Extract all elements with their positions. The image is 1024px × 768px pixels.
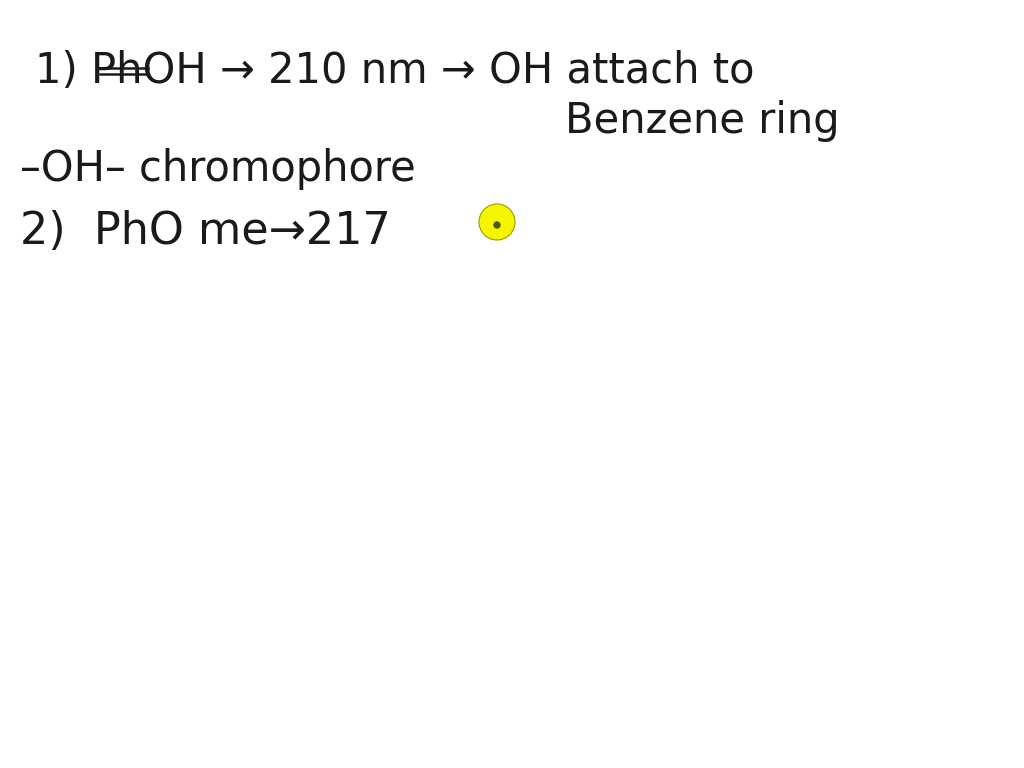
Circle shape xyxy=(479,204,515,240)
Circle shape xyxy=(494,222,500,228)
Text: –OH– chromophore: –OH– chromophore xyxy=(20,148,416,190)
Text: 2)  PhO me→217: 2) PhO me→217 xyxy=(20,210,391,253)
Text: 1) PhOH → 210 nm → OH attach to: 1) PhOH → 210 nm → OH attach to xyxy=(35,50,755,92)
Text: Benzene ring: Benzene ring xyxy=(565,100,840,142)
